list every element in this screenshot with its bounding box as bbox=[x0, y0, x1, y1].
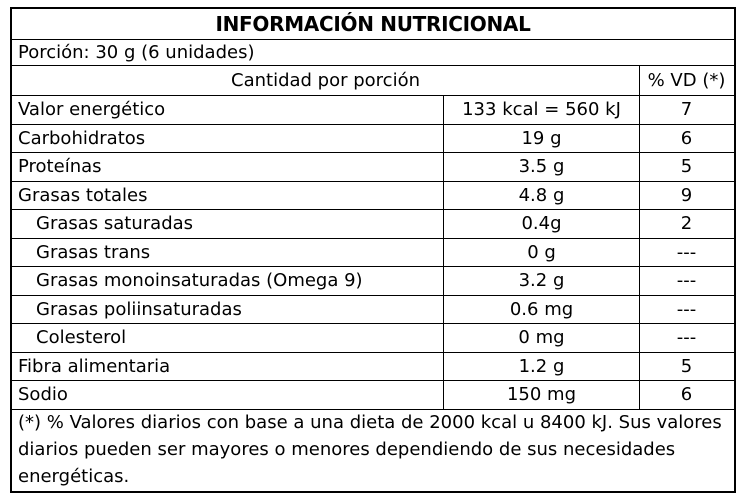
table-row: Fibra alimentaria 1.2 g 5 bbox=[12, 352, 734, 381]
nutrient-name: Sodio bbox=[12, 381, 444, 409]
nutrient-amount: 0 g bbox=[444, 238, 640, 266]
nutrient-name: Grasas monoinsaturadas (Omega 9) bbox=[12, 267, 444, 295]
nutrient-name: Colesterol bbox=[12, 324, 444, 352]
table-row: Sodio 150 mg 6 bbox=[12, 381, 734, 410]
nutrient-daily-value: --- bbox=[676, 327, 697, 348]
table-row: Grasas monoinsaturadas (Omega 9) 3.2 g -… bbox=[12, 267, 734, 296]
table-row: Carbohidratos 19 g 6 bbox=[12, 124, 734, 153]
nutrient-daily-value: 9 bbox=[680, 184, 693, 206]
nutrient-name: Grasas trans bbox=[12, 238, 444, 266]
nutrient-name: Fibra alimentaria bbox=[12, 352, 444, 380]
table-row: Grasas trans 0 g --- bbox=[12, 238, 734, 267]
nutrient-daily-value: --- bbox=[676, 241, 697, 263]
nutrient-daily-value: --- bbox=[676, 298, 697, 320]
table-row: Colesterol 0 mg --- bbox=[12, 324, 734, 353]
table-title: INFORMACIÓN NUTRICIONAL bbox=[12, 9, 734, 40]
nutrient-daily-value: 6 bbox=[680, 384, 693, 405]
nutrient-daily-value: 6 bbox=[680, 127, 693, 149]
nutrient-name: Grasas saturadas bbox=[12, 210, 444, 238]
nutrient-daily-value: 7 bbox=[680, 99, 693, 120]
nutrient-name: Carbohidratos bbox=[12, 124, 444, 152]
table-header: Cantidad por porción % VD (*) bbox=[12, 66, 734, 96]
nutrient-amount: 0.6 mg bbox=[444, 295, 640, 323]
nutrition-facts-table: INFORMACIÓN NUTRICIONAL Porción: 30 g (6… bbox=[10, 7, 736, 493]
daily-value-header: % VD (*) bbox=[647, 70, 726, 91]
nutrient-daily-value: 2 bbox=[680, 213, 693, 234]
table-row: Grasas totales 4.8 g 9 bbox=[12, 181, 734, 210]
portion-size: Porción: 30 g (6 unidades) bbox=[12, 40, 734, 66]
nutrient-amount: 4.8 g bbox=[444, 181, 640, 209]
nutrient-amount: 133 kcal = 560 kJ bbox=[444, 96, 640, 124]
nutrient-name: Grasas poliinsaturadas bbox=[12, 295, 444, 323]
nutrient-amount: 3.5 g bbox=[444, 153, 640, 181]
nutrient-name: Valor energético bbox=[12, 96, 444, 124]
nutrient-amount: 0 mg bbox=[444, 324, 640, 352]
nutrient-name: Grasas totales bbox=[12, 181, 444, 209]
amount-per-portion-header: Cantidad por porción bbox=[12, 66, 640, 95]
nutrient-amount: 0.4g bbox=[444, 210, 640, 238]
nutrient-amount: 3.2 g bbox=[444, 267, 640, 295]
nutrient-name: Proteínas bbox=[12, 153, 444, 181]
table-row: Grasas poliinsaturadas 0.6 mg --- bbox=[12, 295, 734, 324]
nutrient-amount: 1.2 g bbox=[444, 352, 640, 380]
nutrient-daily-value: 5 bbox=[680, 355, 693, 377]
daily-value-footnote: (*) % Valores diarios con base a una die… bbox=[18, 412, 722, 487]
table-row: Proteínas 3.5 g 5 bbox=[12, 153, 734, 182]
nutrient-daily-value: 5 bbox=[680, 156, 693, 177]
nutrient-amount: 19 g bbox=[444, 124, 640, 152]
nutrient-daily-value: --- bbox=[676, 270, 697, 291]
table-row: Valor energético 133 kcal = 560 kJ 7 bbox=[12, 96, 734, 125]
nutrient-amount: 150 mg bbox=[444, 381, 640, 409]
table-row: Grasas saturadas 0.4g 2 bbox=[12, 210, 734, 239]
